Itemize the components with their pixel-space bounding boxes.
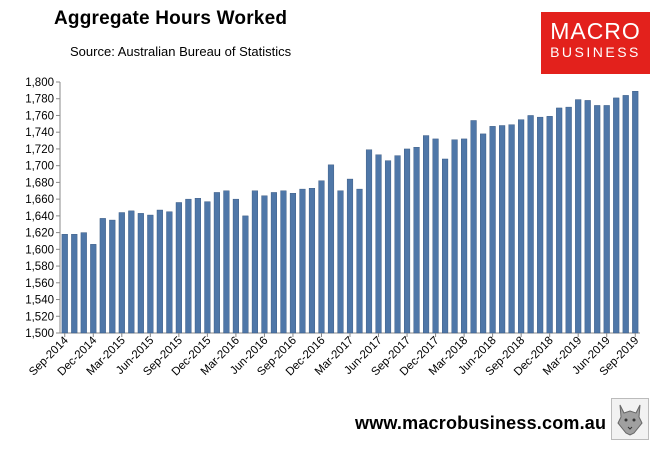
bar: [423, 135, 430, 334]
y-tick-label: 1,560: [25, 278, 54, 290]
bar: [584, 100, 591, 334]
bar: [71, 234, 78, 334]
bar: [518, 119, 525, 334]
bar: [318, 180, 325, 334]
y-tick-label: 1,700: [25, 161, 54, 173]
bar: [270, 192, 277, 334]
bar: [251, 190, 258, 334]
y-tick-label: 1,540: [25, 295, 54, 307]
bar: [280, 190, 287, 334]
bar: [308, 188, 316, 334]
bar: [594, 105, 601, 334]
bar: [109, 219, 116, 334]
bar: [565, 106, 572, 334]
bar: [327, 164, 335, 334]
bar: [175, 202, 182, 334]
chart-source: Source: Australian Bureau of Statistics: [70, 44, 292, 59]
bar: [194, 198, 201, 334]
wolf-head-icon: [611, 398, 649, 440]
y-tick-label: 1,760: [25, 110, 54, 122]
bar: [337, 190, 344, 334]
bar: [99, 218, 106, 334]
y-tick-label: 1,800: [25, 77, 54, 89]
bar: [489, 126, 496, 334]
y-tick-label: 1,680: [25, 177, 54, 189]
bar: [242, 215, 249, 334]
bar: [185, 198, 192, 334]
bar: [128, 210, 135, 334]
y-tick-label: 1,780: [25, 94, 54, 106]
bar: [394, 155, 401, 334]
bar: [166, 211, 173, 334]
website-url[interactable]: www.macrobusiness.com.au: [355, 413, 607, 433]
bar: [375, 154, 382, 334]
y-tick-label: 1,520: [25, 311, 54, 323]
bar: [461, 138, 468, 334]
bar: [556, 107, 563, 334]
bar: [80, 232, 87, 334]
y-tick-label: 1,620: [25, 228, 54, 240]
bar: [442, 158, 449, 334]
bar: [346, 178, 354, 334]
logo-line-2: BUSINESS: [550, 44, 641, 60]
bar: [432, 138, 439, 334]
y-tick-label: 1,580: [25, 261, 54, 273]
bar: [156, 209, 163, 334]
chart-title: Aggregate Hours Worked: [54, 8, 288, 29]
bar: [632, 91, 639, 334]
bar: [537, 116, 544, 334]
bar: [137, 213, 144, 334]
bar: [508, 124, 515, 334]
bar: [118, 212, 125, 334]
bar: [470, 120, 477, 334]
bar: [289, 193, 297, 334]
bar: [356, 188, 363, 334]
bar: [365, 149, 373, 334]
bar: [90, 244, 97, 334]
y-axis-ticks: 1,500 1,520 1,540 1,560 1,580 1,600 1,620 1,640…: [25, 77, 60, 340]
bar: [603, 105, 610, 334]
y-tick-label: 1,640: [25, 211, 54, 223]
bar: [204, 201, 211, 334]
bar: [61, 234, 68, 334]
y-tick-label: 1,660: [25, 194, 54, 206]
macro-business-logo[interactable]: MACRO BUSINESS: [541, 12, 650, 74]
bar: [499, 125, 506, 334]
bar: [223, 190, 230, 334]
logo-line-1: MACRO: [550, 18, 641, 44]
bar: [527, 115, 534, 334]
bar: [546, 116, 553, 334]
bar: [622, 95, 629, 334]
bar: [232, 198, 239, 334]
bar: [613, 97, 620, 334]
bar: [299, 188, 306, 334]
bar: [213, 192, 220, 334]
bar: [261, 195, 268, 334]
y-tick-label: 1,500: [25, 328, 54, 340]
y-tick-label: 1,720: [25, 144, 54, 156]
bar: [403, 148, 411, 334]
y-tick-label: 1,740: [25, 127, 54, 139]
x-axis-ticks: Sep-2014Dec-2014Mar-2015Jun-2015Sep-2015…: [27, 333, 641, 378]
bar-series: [61, 91, 639, 334]
bar: [413, 147, 420, 334]
bar: [451, 139, 458, 334]
bar: [480, 133, 487, 334]
bar: [147, 214, 154, 334]
bar: [575, 99, 582, 334]
y-tick-label: 1,600: [25, 244, 54, 256]
bar: [384, 160, 392, 334]
